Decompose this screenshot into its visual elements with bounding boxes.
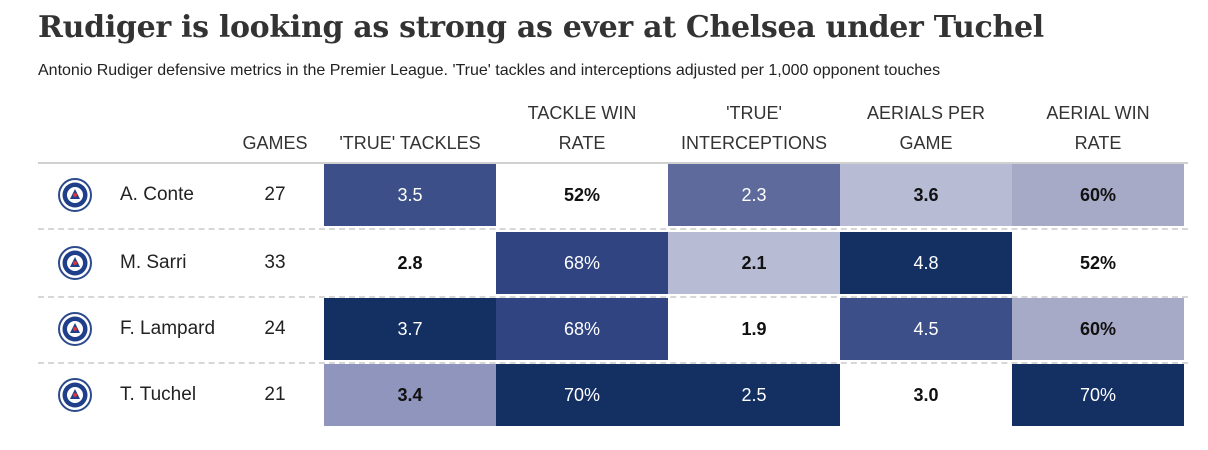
chelsea-crest-icon bbox=[58, 312, 92, 346]
games-value: 33 bbox=[264, 252, 286, 273]
interceptions-cell: 1.9 bbox=[668, 298, 840, 360]
chelsea-crest-icon bbox=[58, 246, 92, 280]
aerial-win-cell: 60% bbox=[1012, 298, 1184, 360]
games-value: 27 bbox=[264, 184, 286, 205]
games-value: 24 bbox=[264, 318, 286, 339]
manager-name: M. Sarri bbox=[120, 252, 187, 273]
games-value: 21 bbox=[264, 384, 286, 405]
interceptions-cell: 2.5 bbox=[668, 364, 840, 426]
aerials-cell: 3.6 bbox=[840, 164, 1012, 226]
tackle-win-cell: 70% bbox=[496, 364, 668, 426]
row-divider bbox=[38, 228, 1188, 230]
manager-name: F. Lampard bbox=[120, 318, 216, 339]
tackle-win-cell: 68% bbox=[496, 298, 668, 360]
interceptions-cell: 2.3 bbox=[668, 164, 840, 226]
row-divider bbox=[38, 362, 1188, 364]
tackles-cell: 3.7 bbox=[324, 298, 496, 360]
manager-name: A. Conte bbox=[120, 184, 194, 205]
tackle-win-cell: 52% bbox=[496, 164, 668, 226]
header-aerials-per-game: AERIALS PER GAME bbox=[866, 103, 986, 153]
chelsea-crest-icon bbox=[58, 178, 92, 212]
header-true-interceptions: 'TRUE' INTERCEPTIONS bbox=[680, 103, 827, 153]
tackle-win-cell: 68% bbox=[496, 232, 668, 294]
tackles-cell: 3.5 bbox=[324, 164, 496, 226]
chelsea-crest-icon bbox=[58, 378, 92, 412]
interceptions-cell: 2.1 bbox=[668, 232, 840, 294]
chart-subtitle: Antonio Rudiger defensive metrics in the… bbox=[38, 62, 941, 79]
tackles-cell: 3.4 bbox=[324, 364, 496, 426]
aerials-cell: 4.8 bbox=[840, 232, 1012, 294]
aerial-win-cell: 70% bbox=[1012, 364, 1184, 426]
tackles-cell: 2.8 bbox=[324, 232, 496, 294]
header-divider bbox=[38, 162, 1188, 164]
aerial-win-cell: 52% bbox=[1012, 232, 1184, 294]
header-games: GAMES bbox=[242, 133, 308, 153]
aerials-cell: 4.5 bbox=[840, 298, 1012, 360]
header-true-tackles: 'TRUE' TACKLES bbox=[339, 133, 481, 153]
manager-name: T. Tuchel bbox=[120, 384, 197, 405]
aerial-win-cell: 60% bbox=[1012, 164, 1184, 226]
row-divider bbox=[38, 296, 1188, 298]
header-aerial-win-rate: AERIAL WIN RATE bbox=[1046, 103, 1150, 153]
aerials-cell: 3.0 bbox=[840, 364, 1012, 426]
header-tackle-win-rate: TACKLE WIN RATE bbox=[527, 103, 637, 153]
chart-title: Rudiger is looking as strong as ever at … bbox=[38, 10, 1044, 45]
